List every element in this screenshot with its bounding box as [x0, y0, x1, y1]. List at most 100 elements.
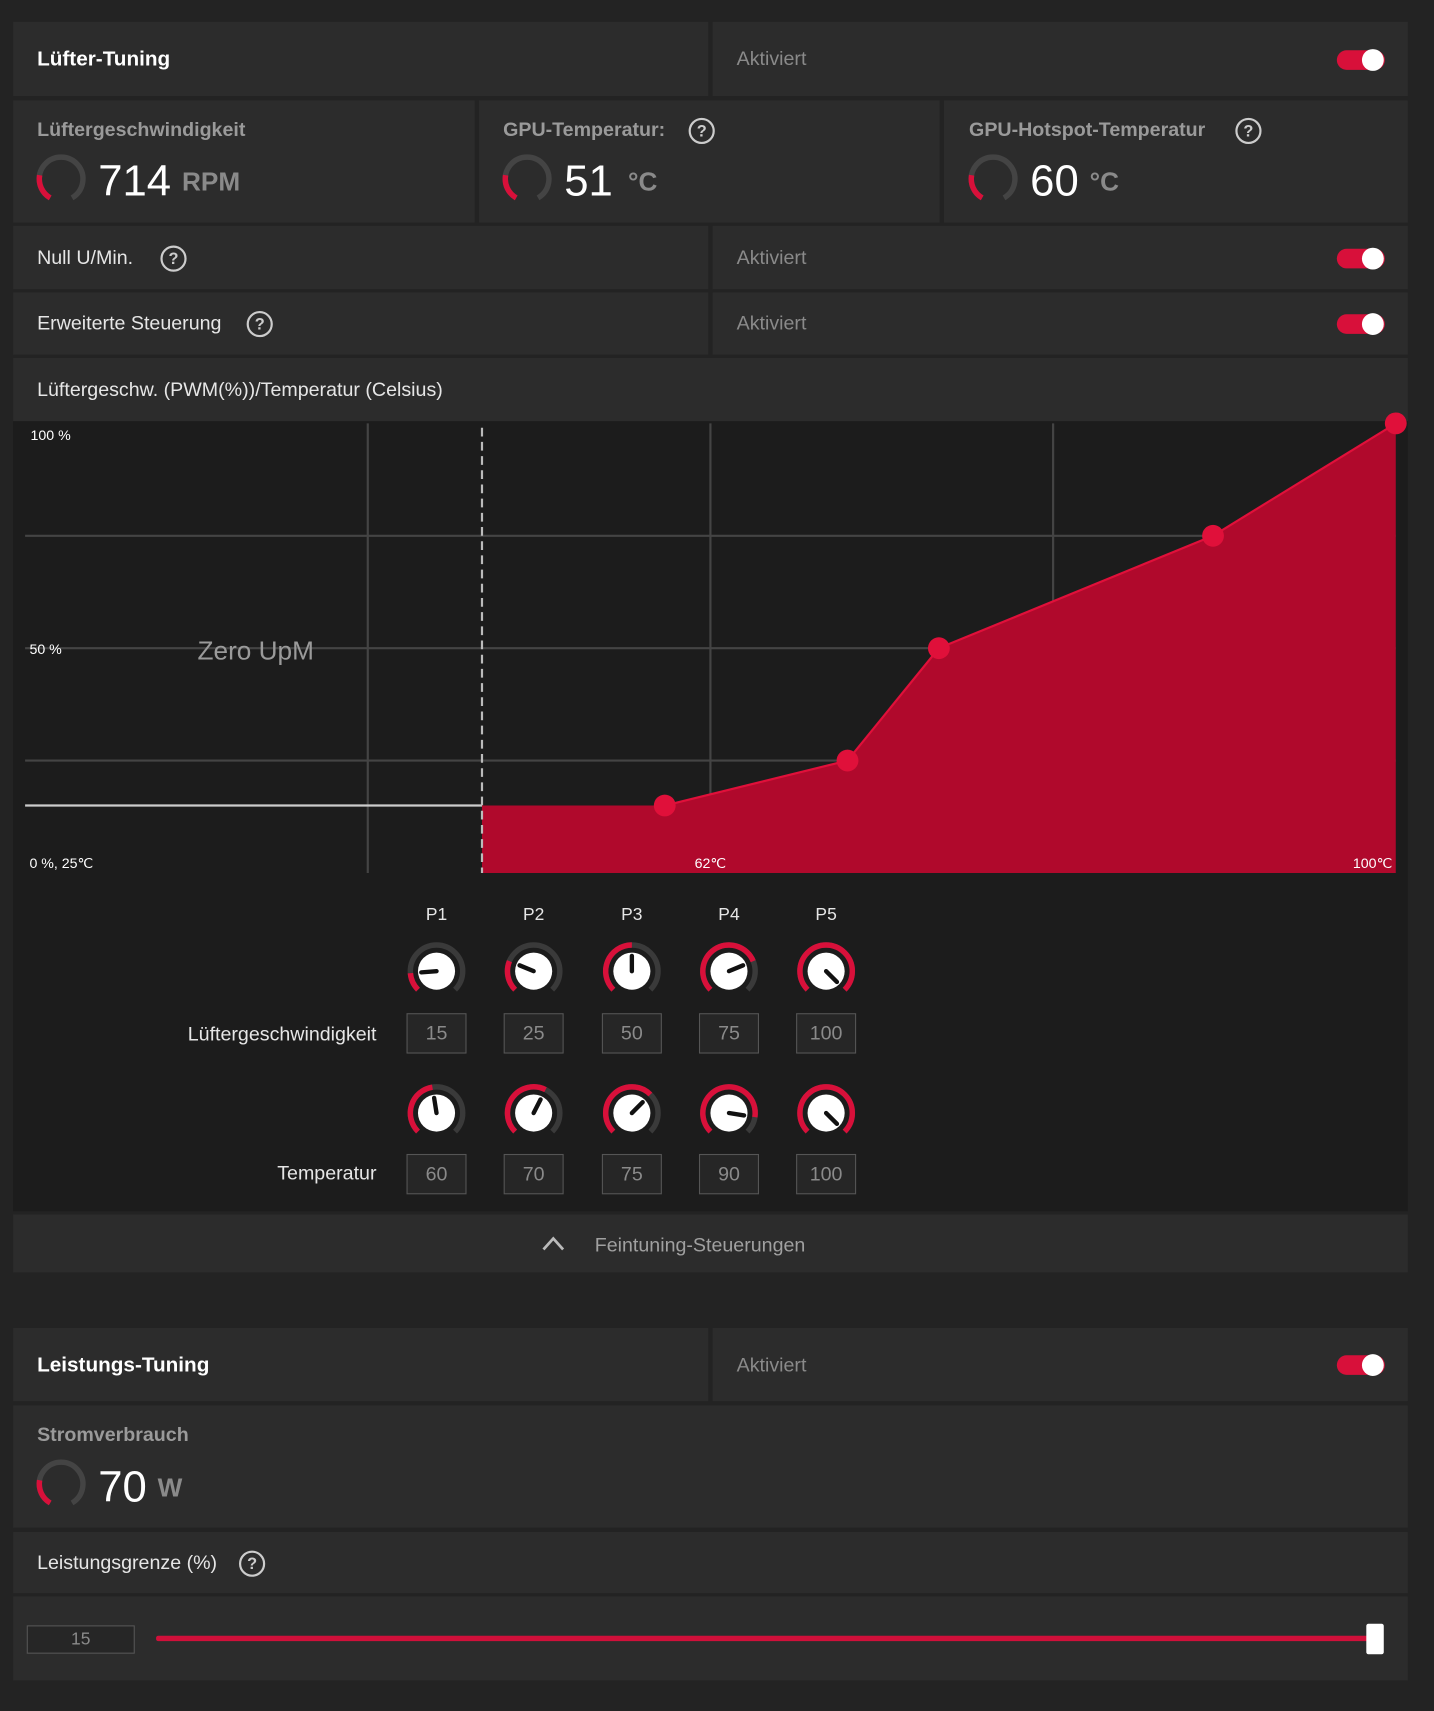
fine-tune-toggle[interactable]: Feintuning-Steuerungen [595, 1234, 806, 1256]
status: Aktiviert [737, 1354, 807, 1376]
knob-fill [700, 1084, 758, 1134]
curve-point[interactable] [1384, 412, 1407, 435]
curve-point[interactable] [1202, 524, 1224, 547]
input-box[interactable] [26, 1625, 135, 1654]
metric-value: 60 [1030, 156, 1079, 205]
toggle-knob [1361, 313, 1384, 335]
gauge-fill [968, 174, 984, 201]
help-icon[interactable] [160, 245, 187, 272]
help-glyph: ? [169, 250, 179, 268]
gauge-fill [502, 174, 518, 201]
axis-label: 100 % [31, 428, 72, 444]
help-icon[interactable] [688, 117, 715, 145]
help-icon[interactable] [246, 310, 273, 338]
point-label: P2 [523, 904, 544, 924]
knob-fill [602, 942, 633, 992]
slider-thumb[interactable] [1366, 1623, 1384, 1655]
input-box[interactable] [796, 1153, 857, 1195]
knob-fill [407, 972, 421, 992]
input-value: 100 [810, 1163, 843, 1185]
knob-pointer [431, 1095, 439, 1116]
knob-pointer [823, 968, 840, 985]
point-label: P4 [718, 904, 740, 924]
input-value: 25 [523, 1023, 545, 1045]
fan-curve-chart [25, 412, 1407, 873]
input-box[interactable] [601, 1153, 662, 1195]
input-value: 75 [621, 1163, 643, 1185]
input-box[interactable] [698, 1153, 759, 1195]
point-label: P1 [426, 904, 447, 924]
knob-fill [700, 942, 756, 992]
toggle-knob [1361, 247, 1384, 270]
knob-pointer [419, 968, 439, 975]
axis-label: 100℃ [1353, 856, 1393, 872]
zero-rpm-label: Zero UpM [198, 635, 314, 665]
toggle-knob [1361, 49, 1384, 71]
metric-unit: W [158, 1472, 183, 1502]
metric-value: 70 [98, 1462, 147, 1511]
row-label: Leistungsgrenze (%) [37, 1552, 217, 1574]
curve-point[interactable] [927, 637, 950, 660]
metric-value: 51 [564, 156, 613, 205]
input-box[interactable] [698, 1013, 759, 1054]
metric-unit: °C [628, 166, 657, 196]
metric-label: GPU-Temperatur: [503, 119, 665, 141]
curve-point[interactable] [836, 749, 859, 772]
input-box[interactable] [601, 1013, 662, 1054]
knob-pointer [726, 1110, 747, 1118]
knob-fill [504, 960, 518, 992]
help-glyph: ? [1243, 122, 1253, 140]
status: Aktiviert [737, 48, 807, 70]
status: Aktiviert [737, 247, 807, 269]
input-box[interactable] [503, 1013, 564, 1054]
input-value: 60 [426, 1163, 448, 1185]
row-label: Null U/Min. [37, 247, 133, 269]
metric-unit: RPM [182, 166, 240, 196]
help-icon[interactable] [238, 1550, 266, 1577]
section-title: Lüfter-Tuning [37, 47, 170, 70]
curve-point[interactable] [653, 794, 676, 817]
metric: 714 RPM [98, 156, 240, 205]
axis-label: 62℃ [695, 856, 727, 872]
metric-unit: °C [1090, 166, 1119, 196]
metric: 60 °C [1030, 156, 1119, 205]
gauge-fill [36, 174, 52, 201]
knob-pointer [517, 963, 536, 974]
input-box[interactable] [406, 1153, 467, 1195]
point-label: P5 [815, 904, 836, 924]
metric: 51 °C [564, 156, 657, 205]
knob-pointer [629, 1100, 645, 1116]
knob-fill [603, 1084, 653, 1134]
input-value: 70 [523, 1163, 545, 1185]
gauge-fill [36, 1479, 52, 1506]
metric: 70 W [98, 1462, 182, 1511]
slider-track[interactable] [156, 1635, 1373, 1642]
knob-pointer [531, 1097, 543, 1116]
decorations: ????? [36, 49, 1385, 1577]
input-box[interactable] [796, 1013, 857, 1054]
input-value: 15 [426, 1023, 448, 1045]
knob-pointer [823, 1110, 840, 1127]
help-glyph: ? [255, 316, 265, 334]
section-title: Leistungs-Tuning [37, 1354, 209, 1377]
knob-fill [797, 942, 856, 992]
axis-label: 0 %, 25℃ [29, 856, 93, 872]
status: Aktiviert [737, 312, 807, 334]
toggle-knob [1361, 1354, 1384, 1377]
metric-label: Lüftergeschwindigkeit [37, 119, 246, 141]
input-value: 90 [718, 1163, 740, 1185]
metric-label: GPU-Hotspot-Temperatur [969, 119, 1206, 141]
input-box[interactable] [406, 1013, 467, 1054]
input-box[interactable] [503, 1153, 564, 1195]
metric-value: 714 [98, 156, 171, 205]
axis-label: 50 % [29, 642, 62, 658]
knob-fill [407, 1084, 434, 1134]
row-label: Erweiterte Steuerung [37, 312, 221, 334]
row-label: Temperatur [277, 1162, 377, 1184]
point-label: P3 [621, 904, 642, 924]
help-icon[interactable] [1235, 117, 1262, 145]
input-value: 50 [621, 1023, 643, 1045]
input-value: 75 [718, 1023, 740, 1045]
